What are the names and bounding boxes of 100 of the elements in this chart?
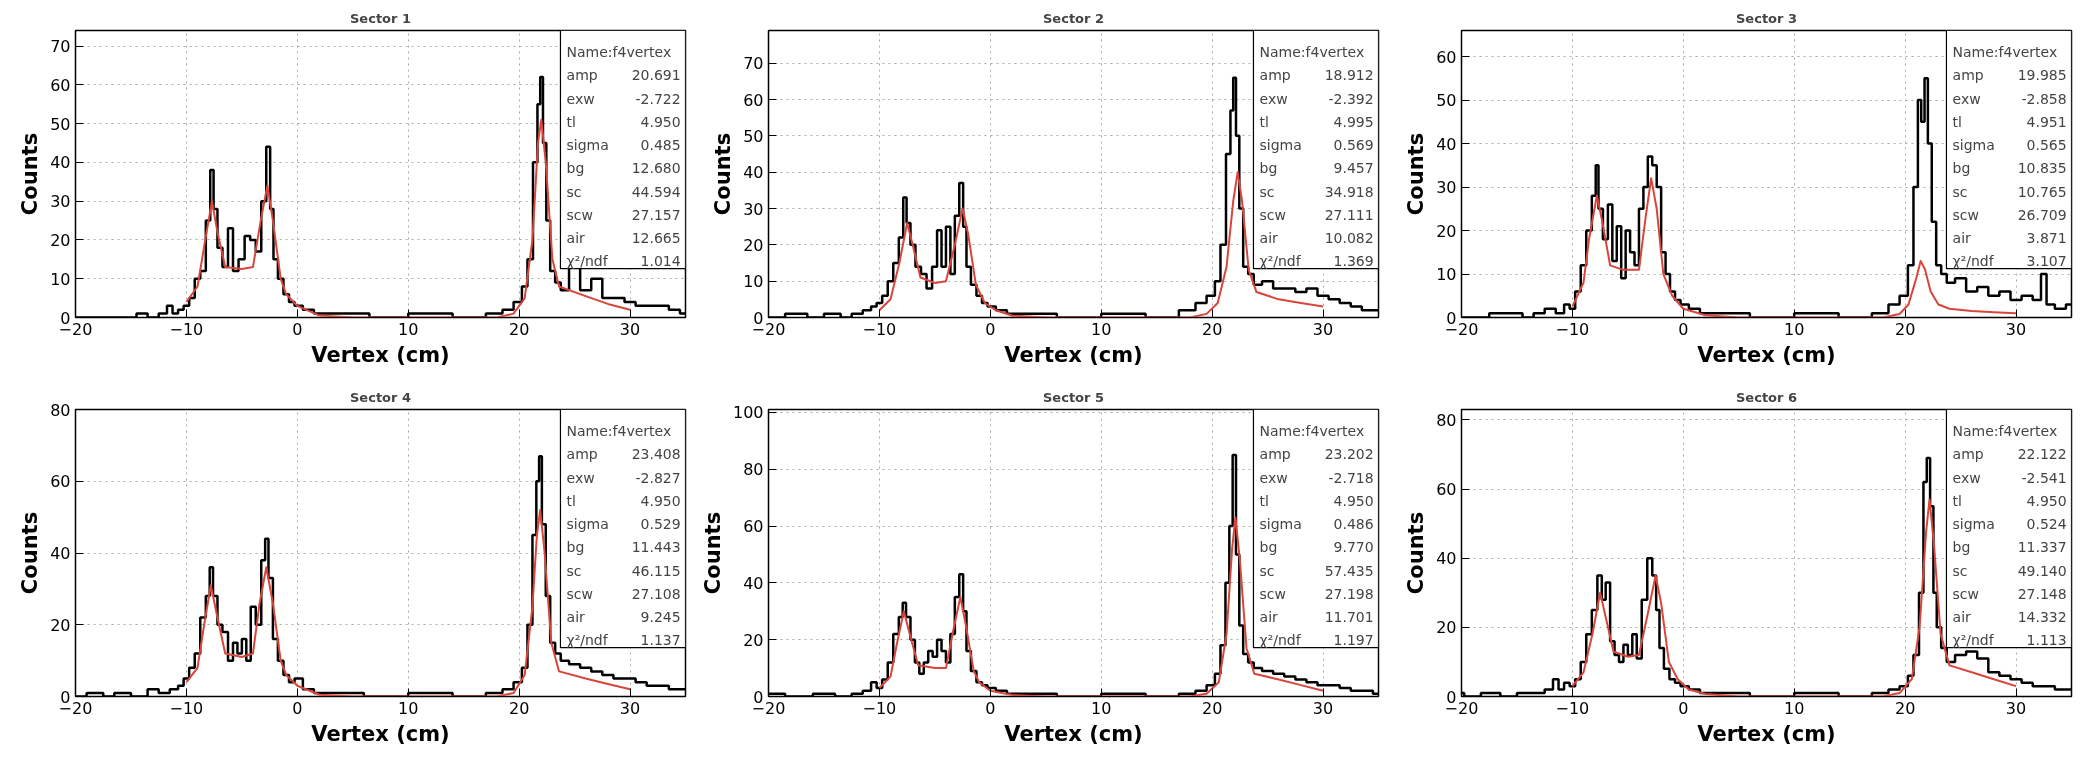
- x-tick-label: 30: [619, 319, 641, 339]
- text: sc 49.140: [1952, 562, 2067, 579]
- y-tick-label: 30: [1436, 178, 1457, 198]
- text: sigma 0.569: [1259, 137, 1374, 154]
- y-tick-label: 20: [50, 230, 71, 250]
- text: scw 27.108: [566, 585, 681, 602]
- text: amp 23.408: [566, 446, 681, 463]
- x-tick-label: 0: [985, 698, 996, 718]
- y-axis-title: Counts: [18, 132, 43, 216]
- y-tick-label: 60: [1436, 480, 1457, 500]
- text: scw 27.148: [1952, 585, 2067, 602]
- x-tick-label: 30: [1312, 698, 1334, 718]
- y-tick-label: 80: [1436, 410, 1457, 430]
- annotation: Name:f4vertex: [1952, 423, 2058, 440]
- y-tick-label: 60: [50, 75, 71, 95]
- text: χ²/ndf 1.197: [1259, 632, 1374, 649]
- text: χ²/ndf 1.113: [1952, 632, 2067, 649]
- x-tick-label: 10: [398, 319, 419, 339]
- text: scw 27.198: [1259, 585, 1374, 602]
- text: tl 4.950: [1259, 492, 1374, 509]
- text: χ²/ndf 1.137: [566, 632, 681, 649]
- text: tl 4.995: [1259, 113, 1374, 130]
- x-tick-label: −10: [1555, 319, 1590, 339]
- y-tick-label: 60: [1436, 47, 1457, 67]
- x-tick-label: 20: [1201, 319, 1223, 339]
- y-axis-title: Counts: [700, 511, 725, 595]
- text: exw -2.718: [1259, 469, 1374, 486]
- text: χ²/ndf 3.107: [1952, 253, 2067, 270]
- y-tick-label: 20: [50, 615, 71, 635]
- x-axis-title: Vertex (cm): [311, 721, 450, 746]
- y-tick-label: 80: [743, 460, 764, 480]
- chart-title: Sector 6: [1735, 389, 1798, 405]
- x-axis-title: Vertex (cm): [1697, 342, 1836, 367]
- chart-title: Sector 1: [349, 10, 412, 26]
- chart-title: Sector 4: [349, 389, 412, 405]
- x-axis-title: Vertex (cm): [1004, 721, 1143, 746]
- y-axis-title: Counts: [1404, 511, 1429, 595]
- text: scw 27.111: [1259, 206, 1374, 223]
- y-tick-label: 40: [743, 163, 764, 183]
- x-tick-label: 30: [619, 698, 641, 718]
- text: amp 22.122: [1952, 446, 2067, 463]
- text: sigma 0.565: [1952, 137, 2067, 154]
- y-tick-label: 100: [732, 403, 764, 423]
- x-axis-title: Vertex (cm): [1004, 342, 1143, 367]
- annotation: Name:f4vertex: [566, 423, 672, 440]
- y-tick-label: 20: [1436, 221, 1457, 241]
- x-tick-label: −10: [169, 698, 204, 718]
- text: air 9.245: [566, 609, 681, 625]
- text: scw 26.709: [1952, 206, 2067, 223]
- y-tick-label: 40: [1436, 134, 1457, 154]
- text: sc 10.765: [1952, 183, 2067, 200]
- x-tick-label: −10: [169, 319, 204, 339]
- text: amp 20.691: [566, 67, 681, 84]
- x-tick-label: 30: [1312, 319, 1334, 339]
- y-tick-label: 50: [1436, 91, 1457, 111]
- annotation: Name:f4vertex: [1952, 44, 2058, 61]
- text: exw -2.392: [1259, 90, 1374, 107]
- y-tick-label: 40: [50, 153, 71, 173]
- text: tl 4.950: [566, 113, 681, 130]
- x-tick-label: 0: [292, 698, 303, 718]
- text: sigma 0.485: [566, 137, 681, 154]
- text: tl 4.950: [1952, 492, 2067, 509]
- y-tick-label: 60: [743, 517, 764, 536]
- y-tick-label: 30: [743, 199, 764, 219]
- text: exw -2.722: [566, 90, 681, 107]
- x-axis-title: Vertex (cm): [1697, 721, 1836, 746]
- x-tick-label: 30: [2005, 698, 2027, 718]
- text: sc 57.435: [1259, 562, 1374, 579]
- y-tick-label: 20: [1436, 618, 1457, 638]
- y-axis-title: Counts: [711, 132, 736, 216]
- y-tick-label: 80: [50, 400, 71, 420]
- text: exw -2.858: [1952, 90, 2067, 107]
- text: bg 11.337: [1952, 539, 2067, 556]
- y-tick-label: 20: [743, 630, 764, 650]
- text: amp 18.912: [1259, 67, 1374, 84]
- y-axis-title: Counts: [18, 511, 43, 595]
- y-tick-label: 40: [743, 573, 764, 593]
- x-tick-label: 10: [1091, 698, 1112, 718]
- x-tick-label: −10: [862, 698, 897, 718]
- text: sc 46.115: [566, 562, 681, 579]
- chart-title: Sector 3: [1735, 10, 1798, 26]
- text: air 11.701: [1259, 609, 1374, 625]
- y-tick-label: 50: [743, 126, 764, 146]
- text: bg 11.443: [566, 539, 681, 556]
- text: tl 4.950: [566, 492, 681, 509]
- x-tick-label: 10: [398, 698, 419, 718]
- text: scw 27.157: [566, 206, 681, 223]
- y-tick-label: 20: [743, 235, 764, 255]
- text: air 10.082: [1259, 230, 1374, 246]
- x-tick-label: 20: [1894, 698, 1916, 718]
- annotation: Name:f4vertex: [1259, 44, 1365, 61]
- y-tick-label: 50: [50, 114, 71, 134]
- x-tick-label: 0: [985, 319, 996, 339]
- x-tick-label: 30: [2005, 319, 2027, 339]
- x-tick-label: 0: [1678, 698, 1689, 718]
- text: exw -2.541: [1952, 469, 2067, 486]
- x-tick-label: 20: [508, 319, 530, 339]
- text: sc 44.594: [566, 183, 681, 200]
- text: χ²/ndf 1.014: [566, 253, 681, 270]
- text: bg 9.457: [1259, 160, 1374, 177]
